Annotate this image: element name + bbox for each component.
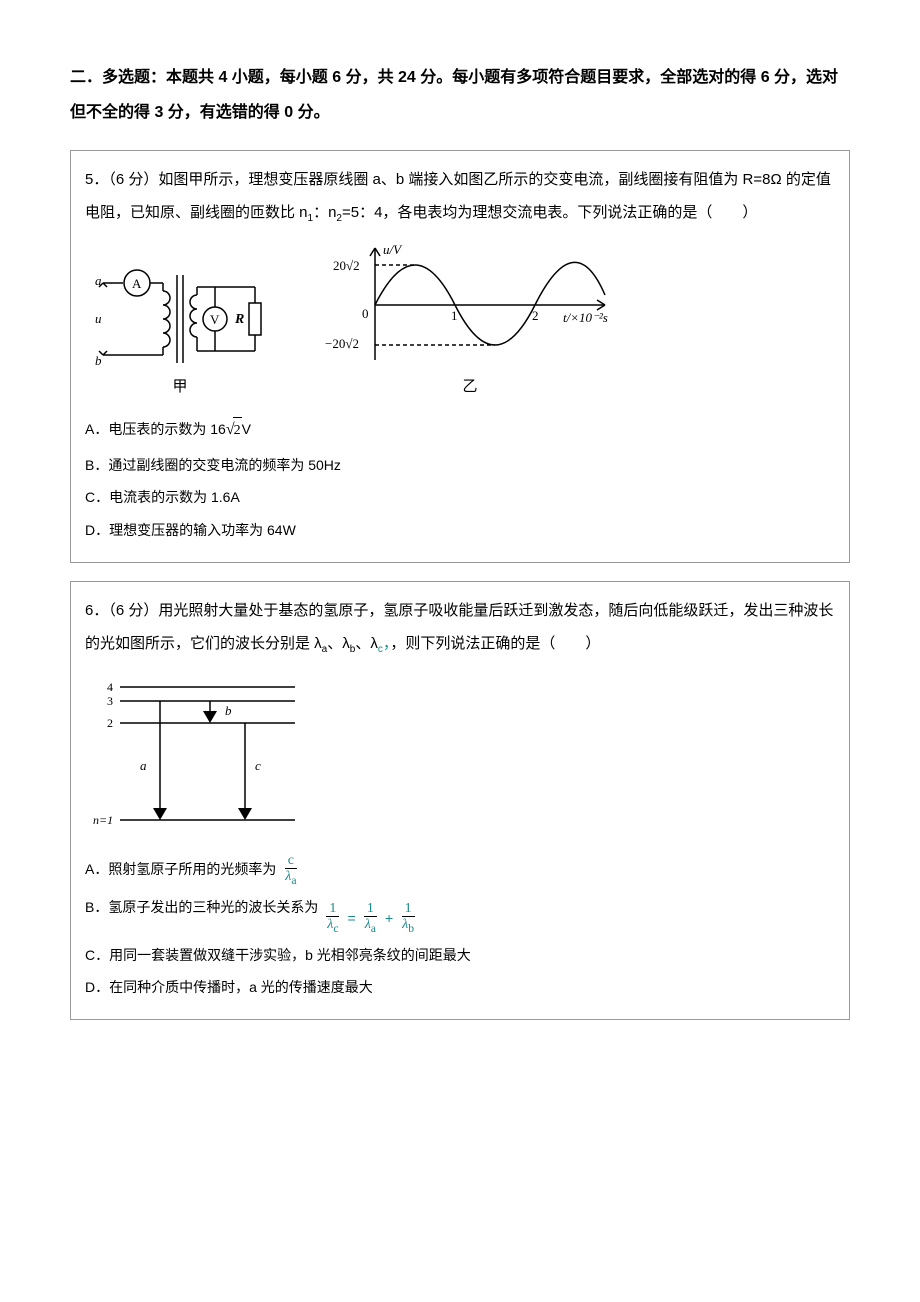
eq-sign: = xyxy=(348,905,356,932)
f2n: 1 xyxy=(364,901,377,917)
xtick2: 2 xyxy=(532,308,539,323)
q6-A-text: A．照射氢原子所用的光频率为 xyxy=(85,861,276,877)
q6-option-C: C．用同一套装置做双缝干涉实验，b 光相邻亮条纹的间距最大 xyxy=(85,942,835,969)
question-6: 6．（6 分）用光照射大量处于基态的氢原子，氢原子吸收能量后跃迁到激发态，随后向… xyxy=(70,581,850,1020)
label-u: u xyxy=(95,311,102,326)
label-R: R xyxy=(234,312,244,327)
arrow-c: c xyxy=(255,758,261,773)
ylabel: u/V xyxy=(383,242,403,257)
q6-option-B: B．氢原子发出的三种光的波长关系为 1λc = 1λa + 1λb xyxy=(85,894,835,936)
level-4: 4 xyxy=(107,680,113,694)
q5-A-sqrt: 2 xyxy=(233,417,242,445)
q5-stem-mid: ：n xyxy=(313,204,336,221)
q6-options: A．照射氢原子所用的光频率为 c λa B．氢原子发出的三种光的波长关系为 1λ… xyxy=(85,853,835,1001)
f3n: 1 xyxy=(402,901,415,917)
q5-option-C: C．电流表的示数为 1.6A xyxy=(85,484,835,511)
question-5: 5．（6 分）如图甲所示，理想变压器原线圈 a、b 端接入如图乙所示的交变电流，… xyxy=(70,150,850,562)
f2d: λa xyxy=(362,917,379,936)
arrow-b: b xyxy=(225,703,232,718)
f1n: 1 xyxy=(326,901,339,917)
label-a: a xyxy=(95,273,102,288)
xlabel: t/×10⁻²s xyxy=(563,310,608,325)
q6-option-D: D．在同种介质中传播时，a 光的传播速度最大 xyxy=(85,974,835,1001)
section-header: 二．多选题：本题共 4 小题，每小题 6 分，共 24 分。每小题有多项符合题目… xyxy=(70,60,850,130)
ypos: 20√2 xyxy=(333,258,360,273)
circuit-diagram: a u b A V R xyxy=(85,265,275,370)
q6-A-den: λa xyxy=(282,869,299,888)
q5-options: A．电压表的示数为 16√2V B．通过副线圈的交变电流的频率为 50Hz C．… xyxy=(85,415,835,543)
q5-stem-suffix: =5：4，各电表均为理想交流电表。下列说法正确的是（ ） xyxy=(342,204,757,221)
arrow-a: a xyxy=(140,758,147,773)
q6-stem: 6．（6 分）用光照射大量处于基态的氢原子，氢原子吸收能量后跃迁到激发态，随后向… xyxy=(85,594,835,661)
level-3: 3 xyxy=(107,694,113,708)
q5-stem: 5．（6 分）如图甲所示，理想变压器原线圈 a、b 端接入如图乙所示的交变电流，… xyxy=(85,163,835,230)
q6-diagram: 4 3 2 n=1 a b c xyxy=(85,675,835,839)
q5-option-A: A．电压表的示数为 16√2V xyxy=(85,415,835,445)
q6-stem-suffix: ，则下列说法正确的是（ ） xyxy=(390,635,600,652)
q5-circuit-block: a u b A V R 甲 xyxy=(85,265,275,401)
label-V: V xyxy=(210,312,220,327)
caption-jia: 甲 xyxy=(172,374,187,401)
label-b: b xyxy=(95,353,102,368)
label-A: A xyxy=(132,276,142,291)
q6-mid1: 、λ xyxy=(327,635,350,652)
q6-B-text: B．氢原子发出的三种光的波长关系为 xyxy=(85,899,318,915)
sine-graph: u/V 20√2 0 −20√2 1 2 t/×10⁻²s xyxy=(315,240,625,370)
q5-graph-block: u/V 20√2 0 −20√2 1 2 t/×10⁻²s 乙 xyxy=(315,240,625,401)
q6-A-frac: c λa xyxy=(282,853,299,888)
q5-A-pre: A．电压表的示数为 16 xyxy=(85,421,226,437)
energy-level-diagram: 4 3 2 n=1 a b c xyxy=(85,675,305,830)
q5-figures: a u b A V R 甲 xyxy=(85,240,835,401)
yneg: −20√2 xyxy=(325,336,359,351)
level-2: 2 xyxy=(107,716,113,730)
level-1: n=1 xyxy=(93,813,113,827)
q6-A-num: c xyxy=(285,853,297,869)
q6-B-eq: 1λc = 1λa + 1λb xyxy=(322,901,419,936)
q5-A-post: V xyxy=(242,421,251,437)
q6-option-A: A．照射氢原子所用的光频率为 c λa xyxy=(85,853,835,888)
q6-mid2: 、λ xyxy=(355,635,378,652)
f1d: λc xyxy=(324,917,341,936)
q5-option-B: B．通过副线圈的交变电流的频率为 50Hz xyxy=(85,452,835,479)
zero: 0 xyxy=(362,306,369,321)
f3d: λb xyxy=(399,917,417,936)
caption-yi: 乙 xyxy=(462,374,477,401)
xtick1: 1 xyxy=(451,308,458,323)
q5-option-D: D．理想变压器的输入功率为 64W xyxy=(85,517,835,544)
plus-sign: + xyxy=(385,905,393,932)
